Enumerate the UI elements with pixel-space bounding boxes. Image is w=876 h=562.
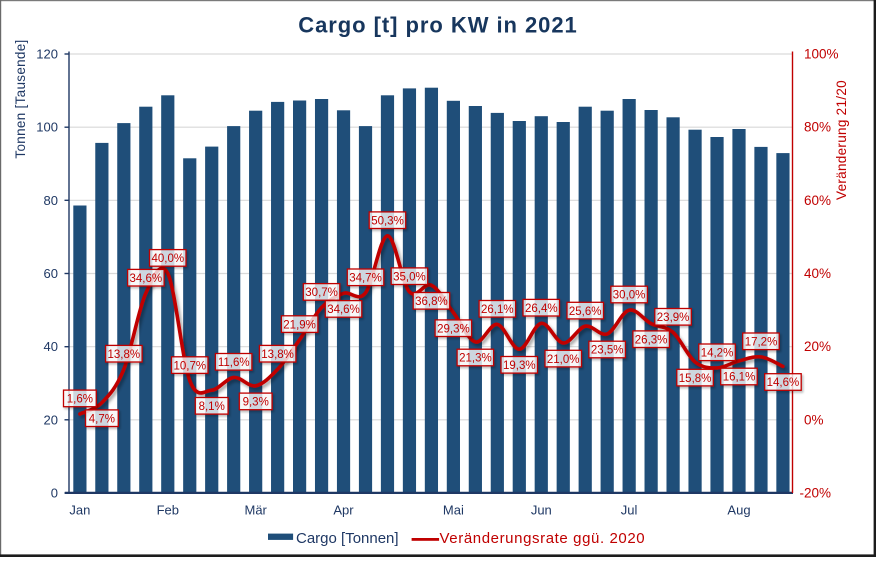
svg-text:9,3%: 9,3% — [243, 397, 269, 409]
svg-text:20%: 20% — [804, 339, 831, 354]
svg-text:35,0%: 35,0% — [393, 271, 426, 283]
svg-text:Veränderungsrate ggü. 2020: Veränderungsrate ggü. 2020 — [440, 530, 646, 547]
svg-text:80: 80 — [44, 193, 58, 208]
svg-text:-20%: -20% — [800, 486, 832, 501]
svg-text:Cargo [t] pro KW in 2021: Cargo [t] pro KW in 2021 — [298, 12, 578, 37]
svg-text:23,9%: 23,9% — [657, 312, 690, 324]
svg-text:60%: 60% — [804, 193, 831, 208]
svg-text:0: 0 — [51, 486, 58, 501]
svg-text:26,1%: 26,1% — [481, 304, 514, 316]
svg-text:10,7%: 10,7% — [173, 360, 206, 372]
svg-text:Tonnen [Tausende]: Tonnen [Tausende] — [13, 39, 28, 158]
svg-text:80%: 80% — [804, 120, 831, 135]
svg-text:40: 40 — [44, 339, 58, 354]
svg-text:Aug: Aug — [727, 503, 750, 518]
svg-text:23,5%: 23,5% — [591, 345, 624, 357]
svg-text:34,7%: 34,7% — [349, 273, 382, 285]
svg-text:Apr: Apr — [333, 503, 354, 518]
svg-text:15,8%: 15,8% — [679, 373, 712, 385]
svg-text:Feb: Feb — [157, 503, 179, 518]
svg-text:Jul: Jul — [621, 503, 638, 518]
svg-text:20: 20 — [44, 412, 58, 427]
svg-text:16,1%: 16,1% — [723, 372, 756, 384]
svg-text:34,6%: 34,6% — [129, 273, 162, 285]
svg-text:26,3%: 26,3% — [635, 334, 668, 346]
svg-text:30,7%: 30,7% — [305, 287, 338, 299]
svg-text:40%: 40% — [804, 266, 831, 281]
svg-text:100: 100 — [36, 120, 58, 135]
svg-text:19,3%: 19,3% — [503, 360, 536, 372]
svg-text:25,6%: 25,6% — [569, 306, 602, 318]
svg-text:21,0%: 21,0% — [547, 354, 580, 366]
svg-text:40,0%: 40,0% — [151, 253, 184, 265]
svg-text:0%: 0% — [804, 412, 824, 427]
svg-text:4,7%: 4,7% — [89, 413, 115, 425]
svg-text:Jun: Jun — [531, 503, 552, 518]
svg-text:Cargo [Tonnen]: Cargo [Tonnen] — [296, 530, 399, 547]
svg-text:Veränderung 21/20: Veränderung 21/20 — [834, 80, 849, 200]
svg-text:30,0%: 30,0% — [613, 290, 646, 302]
svg-text:17,2%: 17,2% — [745, 337, 778, 349]
svg-text:60: 60 — [44, 266, 58, 281]
svg-text:1,6%: 1,6% — [67, 394, 93, 406]
svg-text:Jan: Jan — [69, 503, 90, 518]
svg-text:29,3%: 29,3% — [437, 323, 470, 335]
svg-text:14,6%: 14,6% — [767, 377, 800, 389]
svg-text:100%: 100% — [804, 47, 839, 62]
svg-text:120: 120 — [36, 47, 58, 62]
svg-text:34,6%: 34,6% — [327, 304, 360, 316]
svg-text:50,3%: 50,3% — [371, 215, 404, 227]
svg-text:11,6%: 11,6% — [218, 357, 250, 369]
svg-text:14,2%: 14,2% — [701, 348, 734, 360]
svg-text:13,8%: 13,8% — [107, 349, 140, 361]
svg-text:Mai: Mai — [443, 503, 464, 518]
svg-text:26,4%: 26,4% — [525, 303, 558, 315]
svg-text:13,8%: 13,8% — [261, 349, 294, 361]
svg-text:8,1%: 8,1% — [199, 401, 225, 413]
svg-text:21,3%: 21,3% — [459, 353, 492, 365]
svg-text:Mär: Mär — [245, 503, 268, 518]
svg-text:21,9%: 21,9% — [283, 319, 316, 331]
svg-text:36,8%: 36,8% — [415, 296, 448, 308]
